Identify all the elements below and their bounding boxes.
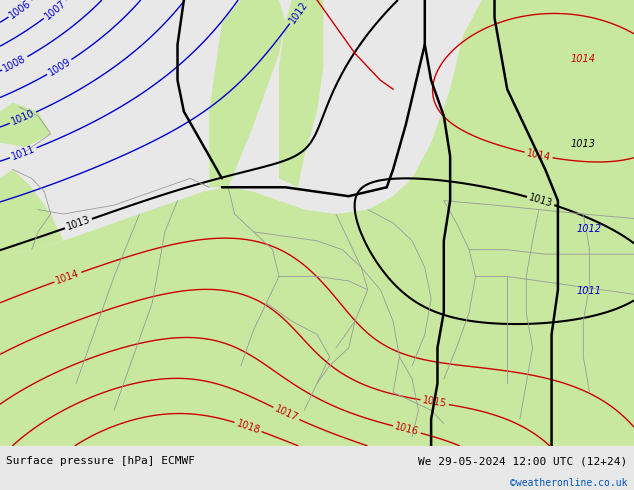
Text: 1011: 1011 [577,286,602,296]
Text: 1010: 1010 [10,108,36,127]
Text: 1012: 1012 [577,224,602,234]
Text: 1013: 1013 [571,139,595,149]
Text: 1014: 1014 [571,54,595,64]
Text: 1013: 1013 [65,215,92,232]
Polygon shape [482,0,634,112]
Text: 1007: 1007 [42,0,68,21]
Text: 1013: 1013 [527,193,554,209]
Text: 1014: 1014 [55,269,81,286]
Polygon shape [209,0,285,187]
Text: Surface pressure [hPa] ECMWF: Surface pressure [hPa] ECMWF [6,456,195,466]
Text: 1018: 1018 [235,418,261,436]
Text: 1017: 1017 [273,404,299,423]
Text: We 29-05-2024 12:00 UTC (12+24): We 29-05-2024 12:00 UTC (12+24) [418,456,628,466]
Text: ©weatheronline.co.uk: ©weatheronline.co.uk [510,478,628,489]
Text: 1014: 1014 [526,148,552,163]
Polygon shape [0,170,63,254]
Text: 1006: 1006 [8,0,33,20]
Text: 1012: 1012 [287,0,309,25]
Text: 1011: 1011 [10,144,37,162]
Polygon shape [0,0,634,446]
Text: 1015: 1015 [422,395,448,409]
Text: 1016: 1016 [394,421,420,438]
Text: 1009: 1009 [46,56,72,78]
Polygon shape [279,0,323,187]
Text: 1008: 1008 [2,53,28,74]
Polygon shape [0,102,51,147]
